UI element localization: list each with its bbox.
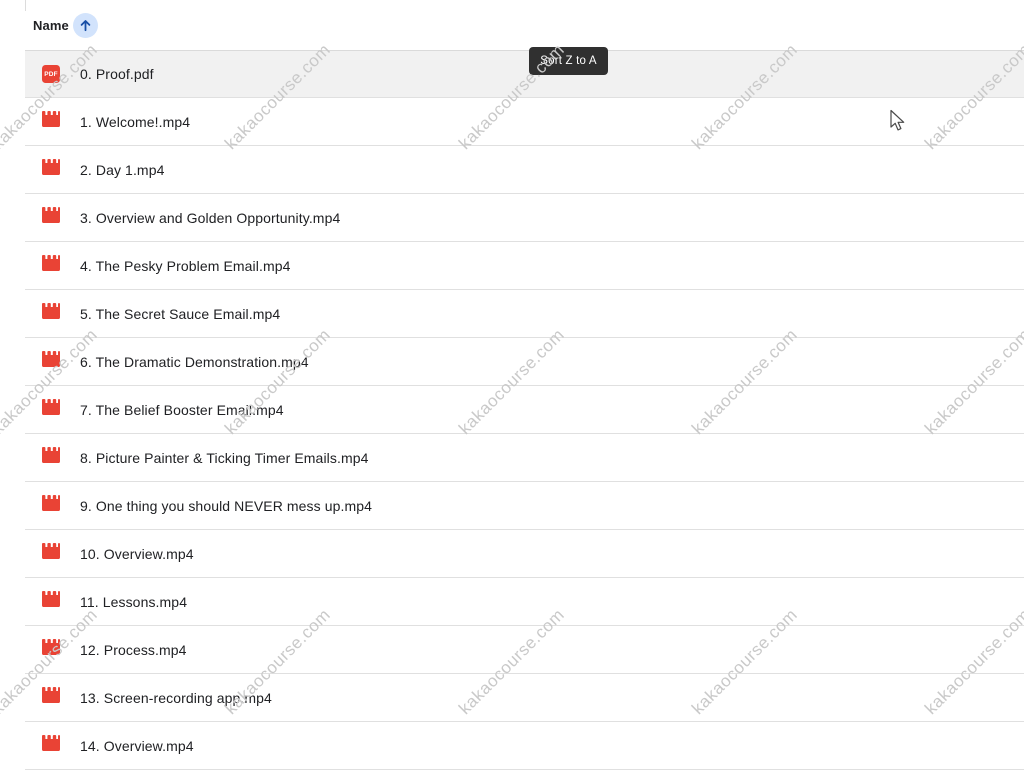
sort-tooltip: Sort Z to A (529, 47, 608, 75)
file-row[interactable]: 6. The Dramatic Demonstration.mp4 (25, 338, 1024, 386)
file-row[interactable]: 12. Process.mp4 (25, 626, 1024, 674)
video-file-icon (42, 447, 60, 468)
column-divider (25, 0, 26, 11)
file-row[interactable]: 4. The Pesky Problem Email.mp4 (25, 242, 1024, 290)
file-name: 1. Welcome!.mp4 (80, 113, 191, 130)
file-row[interactable]: 1. Welcome!.mp4 (25, 98, 1024, 146)
video-file-icon (42, 207, 60, 228)
arrow-up-icon (79, 19, 92, 32)
file-row[interactable]: 10. Overview.mp4 (25, 530, 1024, 578)
video-file-icon (42, 591, 60, 612)
file-row[interactable]: 8. Picture Painter & Ticking Timer Email… (25, 434, 1024, 482)
file-name: 14. Overview.mp4 (80, 737, 194, 754)
video-file-icon (42, 735, 60, 756)
video-file-icon (42, 639, 60, 660)
file-row[interactable]: 2. Day 1.mp4 (25, 146, 1024, 194)
name-column-header[interactable]: Name (33, 17, 69, 33)
file-row[interactable]: 11. Lessons.mp4 (25, 578, 1024, 626)
file-name: 6. The Dramatic Demonstration.mp4 (80, 353, 309, 370)
sort-tooltip-label: Sort Z to A (540, 55, 597, 67)
video-file-icon (42, 351, 60, 372)
file-list: PDF 0. Proof.pdf 1. Welcome!.mp4 2. Day … (25, 50, 1024, 770)
file-name: 11. Lessons.mp4 (80, 593, 188, 610)
list-header: Name (0, 0, 1024, 50)
pdf-file-icon: PDF (42, 65, 60, 83)
file-name: 0. Proof.pdf (80, 66, 154, 82)
file-name: 10. Overview.mp4 (80, 545, 194, 562)
file-row[interactable]: 14. Overview.mp4 (25, 722, 1024, 770)
pdf-icon-label: PDF (44, 70, 58, 78)
file-name: 7. The Belief Booster Email.mp4 (80, 401, 284, 418)
video-file-icon (42, 159, 60, 180)
sort-direction-button[interactable] (72, 12, 98, 38)
video-file-icon (42, 111, 60, 132)
file-name: 9. One thing you should NEVER mess up.mp… (80, 497, 373, 514)
video-file-icon (42, 495, 60, 516)
file-row[interactable]: 3. Overview and Golden Opportunity.mp4 (25, 194, 1024, 242)
file-row[interactable]: 13. Screen-recording app.mp4 (25, 674, 1024, 722)
video-file-icon (42, 687, 60, 708)
video-file-icon (42, 255, 60, 276)
file-name: 12. Process.mp4 (80, 641, 187, 658)
video-file-icon (42, 543, 60, 564)
file-name: 2. Day 1.mp4 (80, 161, 165, 178)
file-name: 3. Overview and Golden Opportunity.mp4 (80, 209, 341, 226)
video-file-icon (42, 399, 60, 420)
file-row[interactable]: 5. The Secret Sauce Email.mp4 (25, 290, 1024, 338)
file-name: 4. The Pesky Problem Email.mp4 (80, 257, 291, 274)
video-file-icon (42, 303, 60, 324)
file-row[interactable]: 9. One thing you should NEVER mess up.mp… (25, 482, 1024, 530)
file-name: 8. Picture Painter & Ticking Timer Email… (80, 449, 369, 466)
file-name: 5. The Secret Sauce Email.mp4 (80, 305, 281, 322)
file-row[interactable]: PDF 0. Proof.pdf (25, 50, 1024, 98)
file-row[interactable]: 7. The Belief Booster Email.mp4 (25, 386, 1024, 434)
file-name: 13. Screen-recording app.mp4 (80, 689, 272, 706)
